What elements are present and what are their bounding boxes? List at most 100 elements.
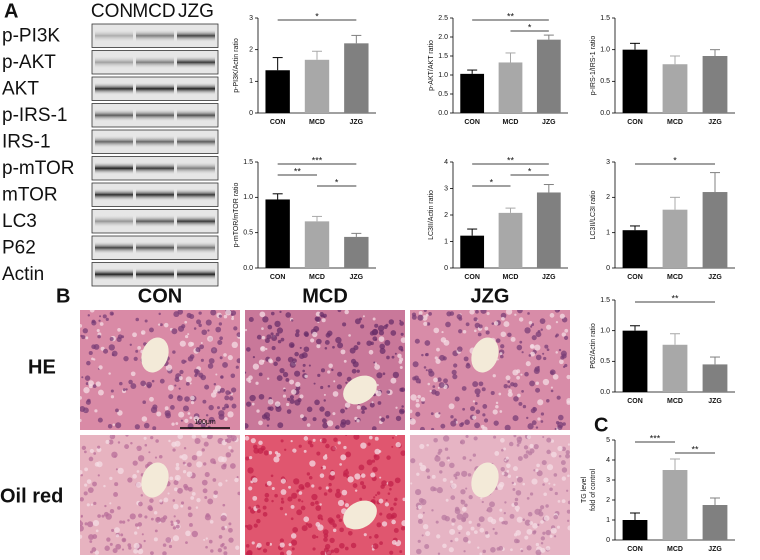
cell: [330, 470, 336, 476]
cell: [193, 368, 199, 374]
cell: [245, 544, 250, 548]
bar: [622, 520, 648, 540]
cell: [217, 406, 220, 410]
cell: [524, 371, 529, 377]
cell: [317, 524, 324, 531]
cell: [335, 336, 342, 344]
cell: [484, 326, 489, 331]
blot-band: [177, 29, 215, 43]
cell: [266, 424, 270, 427]
cell: [206, 435, 213, 440]
cell: [108, 372, 111, 375]
cell: [252, 363, 259, 370]
cell: [148, 451, 151, 454]
blot-row-label: LC3: [2, 211, 37, 232]
cell: [110, 395, 115, 399]
cell: [513, 396, 519, 402]
cell: [422, 511, 425, 514]
cell: [105, 317, 109, 321]
cell: [220, 375, 224, 379]
cell: [443, 378, 448, 384]
cell: [159, 323, 163, 327]
cell: [96, 461, 103, 468]
cell: [213, 490, 218, 495]
cell: [185, 376, 192, 383]
cell: [162, 515, 168, 520]
cell: [372, 317, 376, 321]
cell: [525, 361, 531, 367]
cell: [495, 401, 499, 405]
cell: [201, 479, 208, 486]
cell: [264, 338, 270, 344]
cell: [543, 356, 547, 361]
cell: [390, 330, 397, 336]
cell: [516, 375, 520, 380]
cell: [505, 375, 511, 381]
cell: [294, 370, 301, 377]
cell: [95, 381, 101, 387]
cell: [436, 534, 441, 539]
cell: [378, 450, 382, 453]
cell: [116, 336, 122, 343]
cell: [400, 387, 405, 393]
cell: [344, 503, 350, 508]
cell: [417, 314, 424, 321]
cell: [173, 521, 178, 526]
cell: [542, 378, 550, 386]
cell: [292, 527, 299, 533]
cell: [109, 435, 116, 440]
cell: [443, 339, 450, 346]
cell: [270, 474, 274, 478]
cell: [567, 474, 570, 478]
cell: [332, 345, 335, 349]
cell: [524, 327, 531, 334]
x-tick-label: JZG: [708, 398, 722, 405]
cell: [437, 377, 442, 382]
cell: [525, 450, 530, 454]
cell: [102, 314, 107, 319]
cell: [548, 482, 551, 485]
cell: [224, 438, 229, 443]
cell: [218, 410, 225, 417]
cell: [275, 356, 281, 362]
blot-band: [136, 29, 174, 43]
x-tick-label: JZG: [708, 274, 722, 281]
cell: [286, 397, 291, 402]
significance-label: ***: [312, 155, 323, 165]
cell: [250, 438, 256, 444]
texture: [80, 310, 240, 430]
cell: [516, 369, 521, 374]
cell: [210, 392, 217, 398]
cell: [291, 389, 297, 395]
cell: [299, 346, 302, 349]
cell: [360, 405, 367, 411]
cell: [283, 389, 287, 392]
x-tick-label: JZG: [350, 119, 364, 126]
cell: [337, 342, 344, 349]
cell: [362, 315, 365, 318]
cell: [384, 339, 391, 346]
cell: [201, 329, 208, 336]
cell: [155, 439, 159, 443]
cell: [255, 504, 260, 509]
cell: [210, 458, 216, 464]
cell: [115, 422, 122, 429]
cell: [516, 509, 519, 512]
cell: [395, 442, 401, 448]
cell: [550, 370, 554, 375]
cell: [252, 477, 258, 483]
cell: [425, 313, 429, 317]
cell: [513, 435, 517, 438]
cell: [389, 487, 392, 491]
y-tick-label: 0: [606, 265, 610, 272]
cell: [92, 384, 97, 388]
cell: [174, 376, 180, 383]
cell: [367, 442, 371, 446]
cell: [113, 492, 119, 497]
cell: [193, 327, 197, 330]
cell: [222, 362, 228, 368]
cell: [323, 492, 328, 496]
cell: [289, 395, 295, 400]
cell: [474, 388, 481, 395]
cell: [80, 469, 83, 475]
